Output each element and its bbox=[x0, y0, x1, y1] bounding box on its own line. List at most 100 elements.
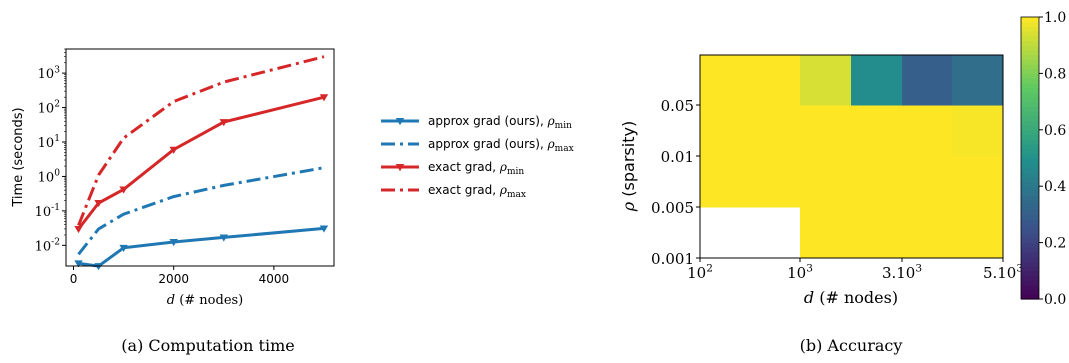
heatmap-xlabel: d (# nodes) bbox=[804, 288, 898, 307]
time-chart-legend: approx grad (ours), ρmin approx grad (our… bbox=[381, 114, 574, 200]
heatmap-cell bbox=[800, 207, 852, 259]
colorbar-segment bbox=[1021, 280, 1039, 286]
colorbar-segment bbox=[1021, 275, 1039, 281]
series-marker bbox=[319, 225, 329, 233]
heatmap-cell bbox=[902, 105, 953, 157]
series-marker bbox=[319, 94, 329, 102]
legend-label: approx grad (ours), ρmax bbox=[428, 137, 574, 154]
heatmap-ylabel: ρ (sparsity) bbox=[619, 121, 638, 212]
heatmap-cell bbox=[952, 207, 1004, 259]
colorbar-segment bbox=[1021, 26, 1039, 32]
series-line bbox=[77, 166, 325, 256]
colorbar-segment bbox=[1021, 158, 1039, 164]
colorbar-segment bbox=[1021, 205, 1039, 211]
colorbar-tick-label: 0.6 bbox=[1044, 123, 1066, 139]
heatmap-xtick-label: 102 bbox=[687, 262, 713, 282]
colorbar-segment bbox=[1021, 242, 1039, 248]
colorbar-segment bbox=[1021, 17, 1039, 23]
heatmap-cell bbox=[700, 207, 801, 259]
colorbar-segment bbox=[1021, 92, 1039, 98]
colorbar-segment bbox=[1021, 176, 1039, 183]
series-marker bbox=[74, 260, 83, 268]
time-ytick-label: 10-1 bbox=[35, 203, 60, 220]
colorbar-segment bbox=[1021, 120, 1039, 126]
heatmap-cell bbox=[851, 55, 903, 106]
colorbar-segment bbox=[1021, 261, 1039, 267]
colorbar-segment bbox=[1021, 252, 1039, 258]
series-marker bbox=[395, 118, 405, 126]
legend-label: exact grad, ρmin bbox=[428, 160, 524, 177]
colorbar-segment bbox=[1021, 167, 1039, 173]
series-marker bbox=[219, 119, 228, 127]
series-line bbox=[77, 95, 325, 230]
series-marker bbox=[94, 200, 103, 208]
legend-label: exact grad, ρmax bbox=[428, 183, 526, 200]
colorbar-segment bbox=[1021, 162, 1039, 168]
heatmap-cell bbox=[902, 156, 953, 208]
heatmap-cell bbox=[700, 55, 801, 106]
colorbar-segment bbox=[1021, 73, 1039, 79]
colorbar-tick-label: 0.2 bbox=[1044, 236, 1066, 252]
series-marker bbox=[169, 239, 178, 247]
colorbar-segment bbox=[1021, 247, 1039, 253]
heatmap-ytick-label: 0.05 bbox=[661, 97, 694, 115]
heatmap-xtick-label: 5.103 bbox=[983, 262, 1023, 282]
colorbar-segment bbox=[1021, 49, 1039, 56]
colorbar-segment bbox=[1021, 115, 1039, 121]
time-ytick-label: 101 bbox=[38, 134, 60, 151]
colorbar-segment bbox=[1021, 223, 1039, 230]
heatmap-cell bbox=[800, 156, 852, 208]
heatmap-xtick-label: 3.103 bbox=[882, 262, 922, 282]
colorbar-segment bbox=[1021, 59, 1039, 65]
series-line bbox=[78, 226, 325, 268]
accuracy-heatmap: 102 103 3.103 5.103 0.001 0.005 0.01 0.05 ρ (s… bbox=[619, 10, 1066, 355]
series-marker bbox=[94, 263, 103, 271]
time-ytick-label: 103 bbox=[38, 65, 61, 82]
colorbar-segment bbox=[1021, 64, 1039, 70]
colorbar-segment bbox=[1021, 143, 1039, 150]
colorbar-segment bbox=[1021, 209, 1039, 215]
heatmap-ytick-label: 0.005 bbox=[651, 199, 694, 217]
colorbar-segment bbox=[1021, 289, 1039, 295]
colorbar-segment bbox=[1021, 96, 1039, 103]
series-marker bbox=[169, 146, 178, 154]
colorbar-segment bbox=[1021, 256, 1039, 262]
colorbar-segment bbox=[1021, 45, 1039, 51]
series-marker bbox=[119, 186, 128, 194]
colorbar-segment bbox=[1021, 200, 1039, 206]
heatmap-cell bbox=[952, 55, 1004, 106]
legend-label: approx grad (ours), ρmin bbox=[428, 114, 572, 131]
time-chart-ylabel: Time (seconds) bbox=[11, 107, 26, 207]
colorbar-tick-label: 0.8 bbox=[1044, 66, 1066, 82]
time-ytick-label: 100 bbox=[38, 169, 61, 186]
series-marker bbox=[219, 234, 228, 242]
colorbar-tick-label: 1.0 bbox=[1044, 10, 1066, 26]
colorbar-segment bbox=[1021, 111, 1039, 117]
time-chart-frame bbox=[65, 48, 335, 267]
colorbar-segment bbox=[1021, 54, 1039, 60]
colorbar-segment bbox=[1021, 284, 1039, 291]
colorbar-segment bbox=[1021, 40, 1039, 46]
series-marker bbox=[395, 164, 405, 172]
heatmap-cell bbox=[700, 156, 801, 208]
colorbar-segment bbox=[1021, 233, 1039, 239]
time-chart-xlabel: d (# nodes) bbox=[167, 293, 244, 308]
colorbar-segment bbox=[1021, 87, 1039, 93]
time-xtick-label: 0 bbox=[70, 272, 78, 286]
colorbar-tick-label: 0.4 bbox=[1044, 179, 1066, 195]
colorbar-segment bbox=[1021, 214, 1039, 220]
time-xtick-label: 2000 bbox=[158, 272, 189, 286]
colorbar-segment bbox=[1021, 78, 1039, 84]
colorbar-segment bbox=[1021, 237, 1039, 244]
colorbar-segment bbox=[1021, 129, 1039, 136]
series-marker bbox=[74, 225, 83, 234]
time-xtick-label: 4000 bbox=[259, 272, 290, 286]
colorbar-segment bbox=[1021, 101, 1039, 107]
colorbar-segment bbox=[1021, 219, 1039, 225]
colorbar-segment bbox=[1021, 21, 1039, 27]
heatmap-cell bbox=[851, 105, 903, 157]
heatmap-cell bbox=[952, 156, 1004, 208]
colorbar-segment bbox=[1021, 228, 1039, 234]
colorbar-tick-label: 0.0 bbox=[1044, 292, 1066, 308]
